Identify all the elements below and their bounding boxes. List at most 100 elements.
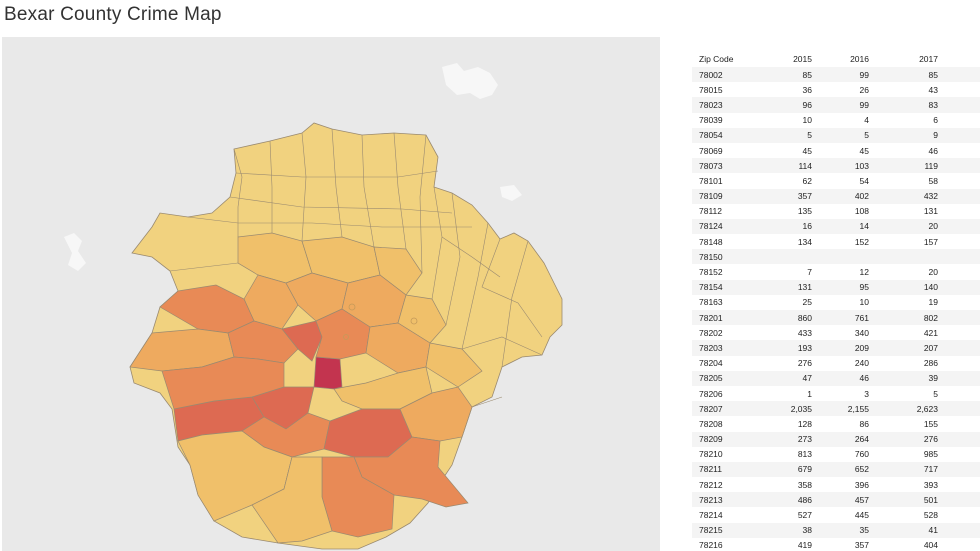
- column-header-2017[interactable]: 2017: [919, 53, 938, 64]
- table-row[interactable]: 78163 25 10 19: [692, 294, 980, 310]
- zip-region[interactable]: [281, 320, 323, 362]
- table-row[interactable]: 78101 62 54 58: [692, 173, 980, 189]
- table-row[interactable]: 78215 38 35 41: [692, 522, 980, 538]
- row-spacer: [938, 507, 980, 523]
- map-canvas[interactable]: [2, 37, 660, 551]
- value-2017-cell: 286: [869, 355, 938, 371]
- column-header-2015[interactable]: 2015: [793, 53, 812, 64]
- value-2016-cell: 652: [812, 461, 869, 478]
- value-2017-cell: 140: [869, 279, 938, 295]
- table-row[interactable]: 78212 358 396 393: [692, 477, 980, 493]
- value-2015-cell: 860: [748, 310, 812, 326]
- table-row[interactable]: 78210 813 760 985: [692, 446, 980, 462]
- table-row[interactable]: 78154 131 95 140: [692, 279, 980, 295]
- row-spacer: [938, 294, 980, 310]
- city-marker: [343, 334, 349, 340]
- table-row[interactable]: 78054 5 5 9: [692, 127, 980, 143]
- zip-code-cell: 78054: [692, 127, 748, 143]
- zip-region[interactable]: [373, 246, 423, 296]
- value-2015-cell: 36: [748, 82, 812, 98]
- table-row[interactable]: 78039 10 4 6: [692, 112, 980, 128]
- table-row[interactable]: 78206 1 3 5: [692, 385, 980, 402]
- table-row[interactable]: 78211 679 652 717: [692, 461, 980, 478]
- value-2016-cell: 35: [812, 522, 869, 538]
- value-2016-cell: 95: [812, 279, 869, 295]
- table-row[interactable]: 78112 135 108 131: [692, 203, 980, 219]
- zip-code-cell: 78073: [692, 158, 748, 174]
- value-2017-cell: 83: [869, 97, 938, 113]
- table-row[interactable]: 78148 134 152 157: [692, 234, 980, 250]
- column-header-2016[interactable]: 2016: [850, 53, 869, 64]
- value-2015-cell: 7: [748, 264, 812, 280]
- row-spacer: [938, 249, 980, 265]
- value-2016-cell: 86: [812, 416, 869, 432]
- value-2017-cell: 157: [869, 234, 938, 250]
- row-spacer: [938, 82, 980, 98]
- row-spacer: [938, 310, 980, 326]
- table-row[interactable]: 78204 276 240 286: [692, 355, 980, 371]
- table-row[interactable]: 78109 357 402 432: [692, 188, 980, 204]
- zip-region[interactable]: [313, 356, 343, 390]
- table-row[interactable]: 78202 433 340 421: [692, 325, 980, 341]
- table-row[interactable]: 78203 193 209 207: [692, 340, 980, 356]
- table-row[interactable]: 78208 128 86 155: [692, 416, 980, 432]
- table-row[interactable]: 78015 36 26 43: [692, 82, 980, 98]
- row-spacer: [938, 370, 980, 386]
- value-2015-cell: 96: [748, 97, 812, 113]
- column-header-zip[interactable]: Zip Code: [699, 53, 734, 64]
- row-spacer: [938, 97, 980, 113]
- choropleth-map[interactable]: [2, 37, 660, 551]
- zip-region[interactable]: [161, 356, 285, 410]
- value-2015-cell: 419: [748, 537, 812, 551]
- value-2017-cell: 6: [869, 112, 938, 128]
- table-row[interactable]: 78073 114 103 119: [692, 158, 980, 174]
- table-row[interactable]: 78124 16 14 20: [692, 218, 980, 235]
- zip-region[interactable]: [251, 456, 333, 544]
- value-2015-cell: 131: [748, 279, 812, 295]
- table-row[interactable]: 78201 860 761 802: [692, 310, 980, 326]
- zip-code-cell: 78208: [692, 416, 748, 432]
- value-2015-cell: 25: [748, 294, 812, 310]
- value-2015-cell: 358: [748, 477, 812, 493]
- zip-region[interactable]: [425, 342, 483, 388]
- row-spacer: [938, 234, 980, 250]
- zip-code-cell: 78207: [692, 401, 748, 417]
- zip-boundaries: [169, 128, 543, 408]
- table-row[interactable]: 78023 96 99 83: [692, 97, 980, 113]
- table-body: 78002 85 99 85 78015 36 26 43 78023 96 99 83 78039 10…: [692, 67, 980, 551]
- value-2017-cell: 119: [869, 158, 938, 174]
- value-2016-cell: 12: [812, 264, 869, 280]
- value-2017-cell: 985: [869, 446, 938, 462]
- row-spacer: [938, 355, 980, 371]
- table-row[interactable]: 78152 7 12 20: [692, 264, 980, 280]
- zip-code-cell: 78210: [692, 446, 748, 462]
- value-2016-cell: [812, 249, 869, 265]
- row-spacer: [938, 446, 980, 462]
- zip-code-cell: 78069: [692, 142, 748, 159]
- table-row[interactable]: 78209 273 264 276: [692, 431, 980, 447]
- row-spacer: [938, 537, 980, 551]
- zip-code-cell: 78124: [692, 218, 748, 235]
- value-2015-cell: 135: [748, 203, 812, 219]
- value-2016-cell: 402: [812, 188, 869, 204]
- table-row[interactable]: 78150: [692, 249, 980, 265]
- table-row[interactable]: 78207 2,035 2,155 2,623: [692, 401, 980, 417]
- value-2015-cell: 128: [748, 416, 812, 432]
- table-row[interactable]: 78213 486 457 501: [692, 492, 980, 508]
- value-2015-cell: 134: [748, 234, 812, 250]
- table-row[interactable]: 78216 419 357 404: [692, 537, 980, 551]
- table-row[interactable]: 78002 85 99 85: [692, 67, 980, 83]
- value-2016-cell: 103: [812, 158, 869, 174]
- zip-code-cell: 78109: [692, 188, 748, 204]
- value-2016-cell: 357: [812, 537, 869, 551]
- table-row[interactable]: 78205 47 46 39: [692, 370, 980, 386]
- zip-region[interactable]: [397, 294, 447, 344]
- table-row[interactable]: 78069 45 45 46: [692, 142, 980, 159]
- value-2017-cell: 393: [869, 477, 938, 493]
- zip-code-cell: 78213: [692, 492, 748, 508]
- value-2017-cell: 43: [869, 82, 938, 98]
- table-row[interactable]: 78214 527 445 528: [692, 507, 980, 523]
- value-2015-cell: 114: [748, 158, 812, 174]
- zip-region[interactable]: [315, 308, 371, 360]
- lake-shape: [442, 63, 498, 99]
